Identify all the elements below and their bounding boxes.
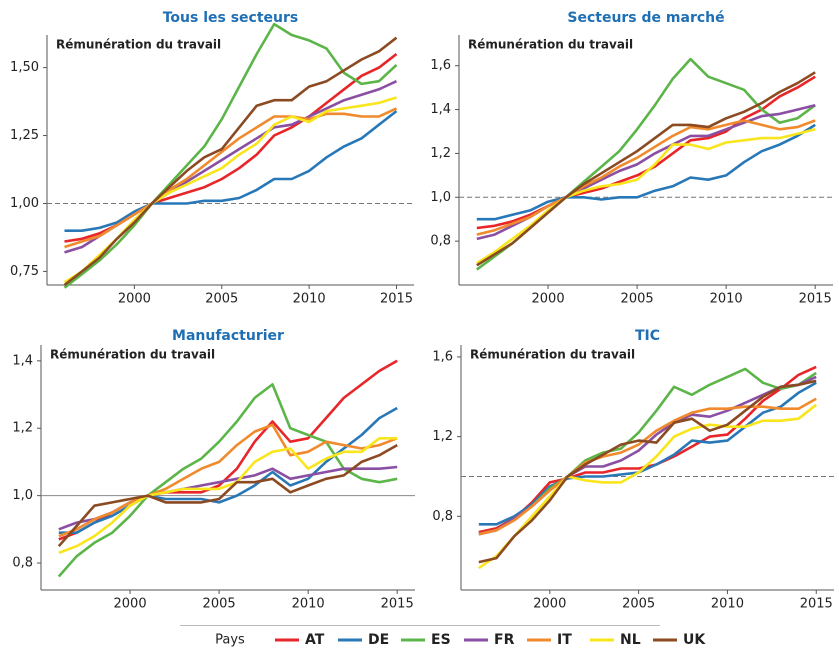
series-line <box>476 71 816 267</box>
legend-title: Pays <box>215 633 245 648</box>
y-tick-label: 1,50 <box>10 60 39 75</box>
panel-title: Manufacturier <box>172 328 284 344</box>
series-line <box>478 397 817 536</box>
y-tick-label: 1,2 <box>432 429 453 444</box>
legend-label: UK <box>683 632 706 648</box>
x-tick-label: 2000 <box>533 597 566 612</box>
y-tick-label: 1,25 <box>10 128 39 143</box>
annotation: Rémunération du travail <box>468 38 633 52</box>
y-tick-label: 1,2 <box>430 146 451 161</box>
x-tick-label: 2010 <box>710 292 743 307</box>
x-tick-label: 2000 <box>118 292 151 307</box>
series-line <box>478 365 817 534</box>
y-tick-label: 1,0 <box>12 488 33 503</box>
series-line <box>64 110 398 232</box>
series-line <box>58 406 398 534</box>
series-line <box>476 128 816 265</box>
x-tick-label: 2010 <box>293 292 326 307</box>
legend-label: NL <box>620 632 641 648</box>
y-tick-label: 0,8 <box>432 509 453 524</box>
annotation: Rémunération du travail <box>50 348 215 362</box>
y-tick-label: 0,8 <box>12 556 33 571</box>
y-tick-label: 1,6 <box>430 58 451 73</box>
x-tick-label: 2005 <box>621 292 654 307</box>
annotation: Rémunération du travail <box>470 348 635 362</box>
y-tick-label: 1,00 <box>10 196 39 211</box>
series-line <box>57 383 398 578</box>
x-tick-label: 2010 <box>711 597 744 612</box>
series-line <box>63 36 398 287</box>
legend-label: IT <box>557 632 572 648</box>
x-tick-label: 2000 <box>532 292 565 307</box>
x-tick-label: 2010 <box>292 597 325 612</box>
series-line <box>58 437 398 555</box>
series-line <box>476 123 816 221</box>
y-tick-label: 1,4 <box>12 353 33 368</box>
y-tick-label: 0,8 <box>430 234 451 249</box>
y-tick-label: 1,6 <box>432 349 453 364</box>
x-tick-label: 2005 <box>622 597 655 612</box>
x-tick-label: 2005 <box>205 292 238 307</box>
annotation: Rémunération du travail <box>56 38 221 52</box>
y-tick-label: 1,4 <box>430 102 451 117</box>
x-tick-label: 2005 <box>203 597 236 612</box>
legend-label: FR <box>494 632 515 648</box>
x-tick-label: 2015 <box>799 292 832 307</box>
panel-title: Secteurs de marché <box>567 10 724 26</box>
x-tick-label: 2015 <box>381 597 414 612</box>
y-tick-label: 0,75 <box>10 264 39 279</box>
panel-title: Tous les secteurs <box>163 10 299 26</box>
series-line <box>476 119 816 236</box>
series-line <box>58 423 398 538</box>
series-line <box>478 379 817 564</box>
legend-label: DE <box>368 632 389 648</box>
series-line <box>63 22 398 289</box>
y-tick-label: 1,2 <box>12 421 33 436</box>
x-tick-label: 2015 <box>380 292 413 307</box>
series-line <box>478 403 818 570</box>
legend-label: AT <box>305 632 325 648</box>
series-line <box>64 107 398 249</box>
series-line <box>478 381 817 526</box>
legend-label: ES <box>431 632 451 648</box>
series-line <box>57 443 398 548</box>
x-tick-label: 2000 <box>114 597 147 612</box>
x-tick-label: 2015 <box>800 597 833 612</box>
panel-title: TIC <box>635 328 660 344</box>
y-tick-label: 1,0 <box>430 190 451 205</box>
